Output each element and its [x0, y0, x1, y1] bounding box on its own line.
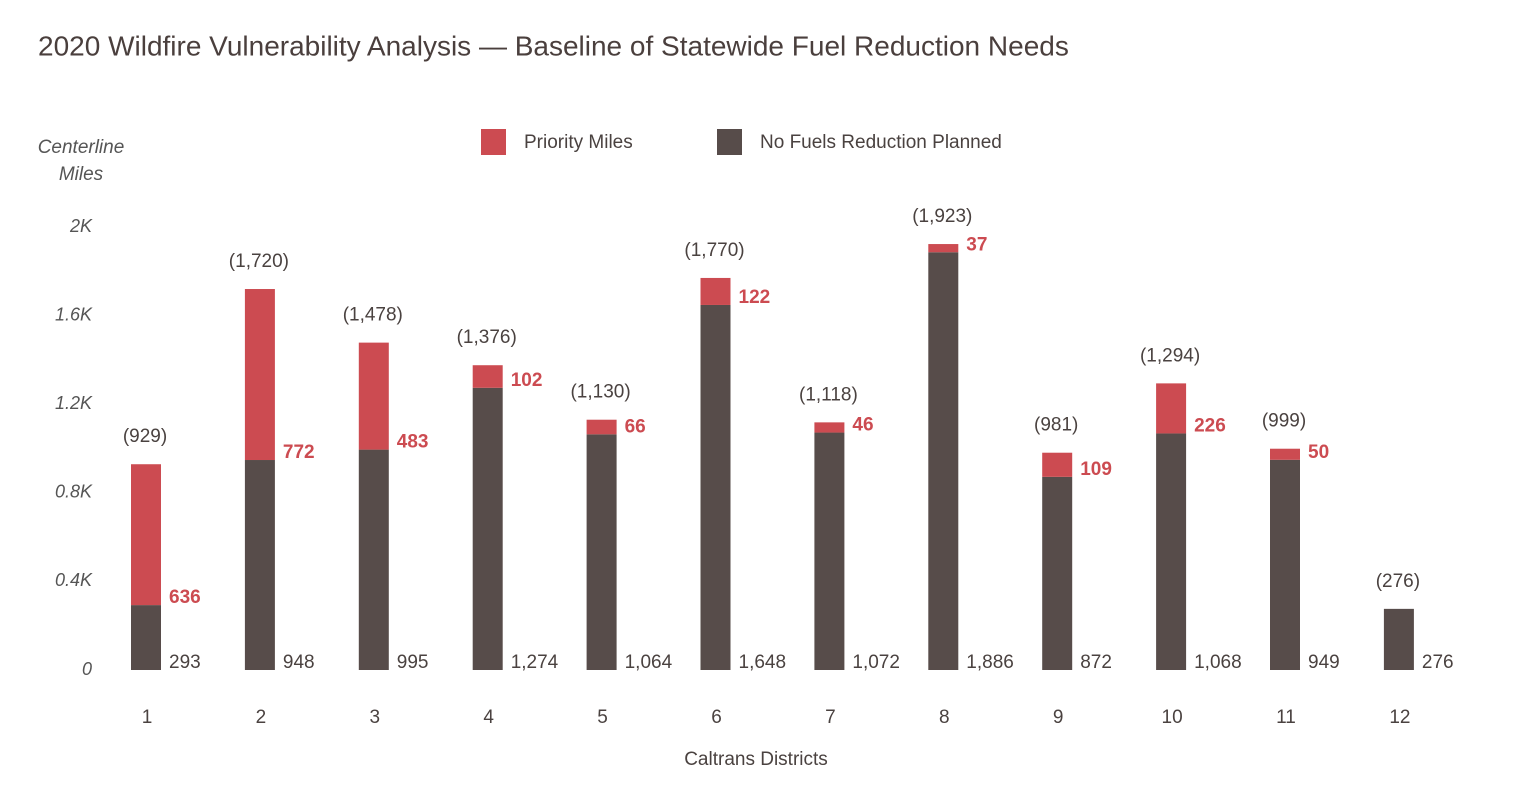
bar-segment [1270, 448, 1300, 460]
bar-segment [131, 464, 161, 606]
value-label: 109 [1080, 459, 1112, 480]
total-label: (981) [1034, 415, 1078, 436]
total-label: (1,118) [799, 384, 858, 405]
value-label: 46 [852, 415, 873, 436]
total-label: (929) [123, 426, 167, 447]
x-tick-label: 8 [939, 707, 950, 728]
value-label: 1,648 [739, 652, 787, 673]
bar-segment [928, 244, 959, 253]
total-label: (1,130) [570, 382, 630, 403]
x-tick-label: 10 [1162, 707, 1183, 728]
legend-swatch [717, 129, 742, 155]
y-axis-title: Centerline Miles [37, 137, 125, 185]
value-label: 50 [1308, 442, 1329, 463]
bar-segment [1156, 383, 1187, 434]
value-label: 1,068 [1194, 652, 1242, 673]
bar-segment [814, 422, 845, 433]
x-tick-label: 12 [1389, 707, 1410, 728]
x-tick-label: 6 [711, 707, 722, 728]
value-label: 772 [283, 442, 315, 463]
y-tick-label: 0 [82, 659, 92, 679]
value-label: 1,274 [511, 652, 559, 673]
bar-segment [244, 289, 275, 461]
y-tick-label: 0.4K [55, 570, 93, 590]
total-label: (1,376) [457, 327, 517, 348]
value-label: 37 [966, 234, 987, 255]
bar-segment [472, 387, 503, 670]
x-tick-label: 9 [1053, 707, 1064, 728]
x-tick-label: 5 [597, 707, 608, 728]
bar-segment [358, 449, 389, 670]
legend-label: No Fuels Reduction Planned [760, 132, 1002, 153]
x-tick-label: 2 [256, 707, 267, 728]
value-label: 122 [739, 287, 771, 308]
bar-segment [1042, 452, 1073, 477]
y-tick-label: 0.8K [55, 482, 93, 502]
x-tick-label: 3 [370, 707, 381, 728]
bar-segment [131, 605, 161, 670]
value-label: 66 [625, 416, 646, 437]
value-label: 949 [1308, 652, 1340, 673]
value-label: 276 [1422, 652, 1454, 673]
bar-segment [700, 277, 731, 305]
total-label: (999) [1262, 411, 1306, 432]
total-label: (1,923) [912, 206, 972, 227]
value-label: 636 [169, 587, 201, 608]
value-label: 102 [511, 370, 543, 391]
bar-segment [1383, 608, 1414, 670]
bar-segment [244, 460, 275, 670]
y-tick-label: 1.6K [55, 304, 93, 324]
value-label: 948 [283, 652, 315, 673]
bar-segment [586, 419, 617, 435]
bar-segment [1270, 459, 1300, 670]
bar-segment [586, 434, 617, 670]
value-label: 872 [1080, 652, 1112, 673]
x-tick-label: 7 [825, 707, 836, 728]
total-label: (1,720) [229, 251, 289, 272]
legend-swatch [481, 129, 506, 155]
bar-segment [358, 342, 389, 450]
value-label: 293 [169, 652, 201, 673]
total-label: (276) [1376, 571, 1420, 592]
x-tick-label: 11 [1276, 707, 1296, 728]
value-label: 483 [397, 432, 429, 453]
x-tick-label: 1 [142, 707, 153, 728]
bar-segment [472, 365, 503, 388]
value-label: 226 [1194, 415, 1226, 436]
bar-segment [700, 304, 731, 670]
bar-segment [928, 252, 959, 670]
legend-label: Priority Miles [524, 132, 633, 153]
total-label: (1,770) [684, 240, 744, 261]
bar-segment [1042, 476, 1073, 670]
value-label: 1,064 [625, 652, 673, 673]
total-label: (1,294) [1140, 345, 1200, 366]
chart-title: 2020 Wildfire Vulnerability Analysis — B… [38, 30, 1069, 61]
total-label: (1,478) [343, 305, 403, 326]
y-tick-label: 1.2K [55, 393, 93, 413]
bar-segment [814, 432, 845, 670]
x-axis-title: Caltrans Districts [684, 749, 828, 770]
x-tick-label: 4 [483, 707, 494, 728]
bar-segment [1156, 433, 1187, 670]
y-tick-label: 2K [69, 216, 93, 236]
value-label: 995 [397, 652, 429, 673]
value-label: 1,072 [852, 652, 900, 673]
value-label: 1,886 [966, 652, 1014, 673]
